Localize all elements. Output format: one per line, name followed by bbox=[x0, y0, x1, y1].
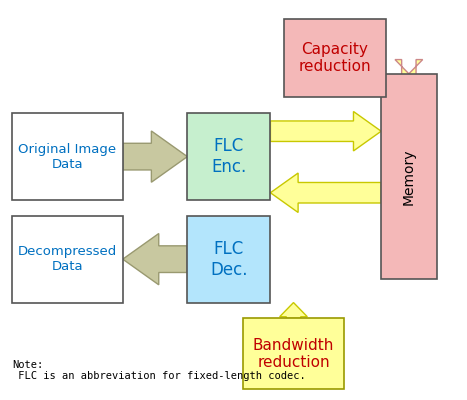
Text: Original Image
Data: Original Image Data bbox=[18, 143, 116, 171]
Polygon shape bbox=[270, 173, 381, 212]
Text: Capacity
reduction: Capacity reduction bbox=[299, 42, 371, 74]
FancyBboxPatch shape bbox=[381, 74, 437, 279]
Text: Note:
 FLC is an abbreviation for fixed-length codec.: Note: FLC is an abbreviation for fixed-l… bbox=[12, 360, 306, 382]
FancyBboxPatch shape bbox=[187, 113, 270, 200]
Polygon shape bbox=[280, 302, 307, 318]
Polygon shape bbox=[123, 234, 187, 285]
Text: Bandwidth
reduction: Bandwidth reduction bbox=[253, 338, 334, 370]
FancyBboxPatch shape bbox=[12, 216, 123, 302]
Text: FLC
Enc.: FLC Enc. bbox=[211, 137, 247, 176]
Polygon shape bbox=[123, 131, 187, 182]
FancyBboxPatch shape bbox=[284, 18, 386, 98]
Text: Memory: Memory bbox=[402, 148, 416, 204]
FancyBboxPatch shape bbox=[187, 216, 270, 302]
Text: FLC
Dec.: FLC Dec. bbox=[210, 240, 248, 278]
Polygon shape bbox=[395, 60, 423, 98]
FancyBboxPatch shape bbox=[12, 113, 123, 200]
Text: Decompressed
Data: Decompressed Data bbox=[18, 245, 117, 273]
Polygon shape bbox=[270, 112, 381, 151]
FancyBboxPatch shape bbox=[243, 318, 344, 389]
